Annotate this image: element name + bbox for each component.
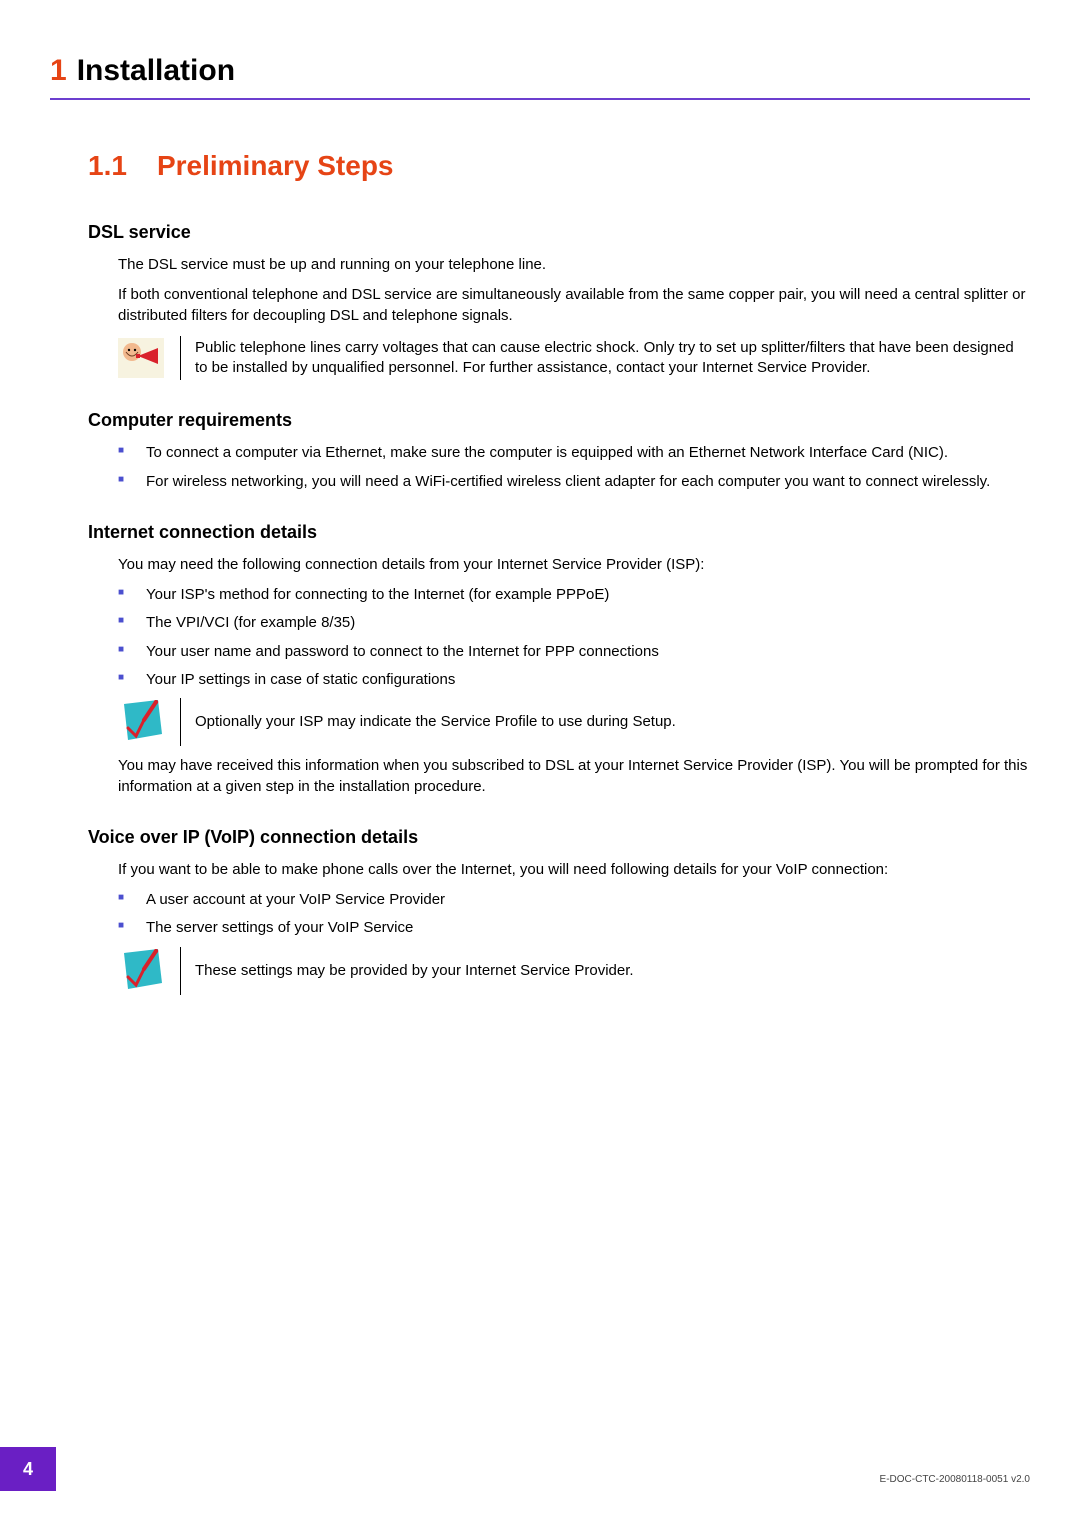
checkmark-icon [118, 698, 180, 742]
internet-bullets: Your ISP's method for connecting to the … [118, 585, 1030, 690]
chapter-header: 1 Installation [50, 54, 1030, 100]
subheading-dsl: DSL service [88, 222, 1030, 243]
page-number-tab: 4 [0, 1447, 56, 1491]
internet-intro: You may need the following connection de… [118, 555, 1030, 575]
voip-intro: If you want to be able to make phone cal… [118, 860, 1030, 880]
subsection-computer: Computer requirements To connect a compu… [88, 410, 1030, 492]
checkmark-icon [118, 947, 180, 991]
page-footer: 4 E-DOC-CTC-20080118-0051 v2.0 [0, 1447, 1080, 1491]
list-item: For wireless networking, you will need a… [118, 472, 1030, 492]
chapter-title: Installation [77, 54, 235, 88]
section-number: 1.1 [88, 150, 127, 182]
warning-note: Public telephone lines carry voltages th… [118, 336, 1030, 381]
subheading-voip: Voice over IP (VoIP) connection details [88, 827, 1030, 848]
section-title: Preliminary Steps [157, 150, 394, 182]
document-id: E-DOC-CTC-20080118-0051 v2.0 [880, 1474, 1030, 1491]
warning-text: Public telephone lines carry voltages th… [195, 336, 1030, 381]
tip-text: These settings may be provided by your I… [195, 947, 1030, 995]
list-item: Your user name and password to connect t… [118, 642, 1030, 662]
section-header: 1.1 Preliminary Steps [88, 150, 1030, 182]
voip-bullets: A user account at your VoIP Service Prov… [118, 890, 1030, 939]
subsection-dsl: DSL service The DSL service must be up a… [88, 222, 1030, 380]
internet-outro: You may have received this information w… [118, 756, 1030, 797]
list-item: The VPI/VCI (for example 8/35) [118, 613, 1030, 633]
page-number: 4 [23, 1459, 33, 1480]
warning-icon [118, 336, 180, 378]
subsection-internet: Internet connection details You may need… [88, 522, 1030, 797]
list-item: Your ISP's method for connecting to the … [118, 585, 1030, 605]
dsl-paragraph-1: The DSL service must be up and running o… [118, 255, 1030, 275]
chapter-number: 1 [50, 54, 67, 88]
tip-note-internet: Optionally your ISP may indicate the Ser… [118, 698, 1030, 746]
subsection-voip: Voice over IP (VoIP) connection details … [88, 827, 1030, 995]
subheading-internet: Internet connection details [88, 522, 1030, 543]
dsl-paragraph-2: If both conventional telephone and DSL s… [118, 285, 1030, 326]
list-item: The server settings of your VoIP Service [118, 918, 1030, 938]
list-item: Your IP settings in case of static confi… [118, 670, 1030, 690]
tip-note-voip: These settings may be provided by your I… [118, 947, 1030, 995]
computer-bullets: To connect a computer via Ethernet, make… [118, 443, 1030, 492]
list-item: To connect a computer via Ethernet, make… [118, 443, 1030, 463]
subheading-computer: Computer requirements [88, 410, 1030, 431]
tip-text: Optionally your ISP may indicate the Ser… [195, 698, 1030, 746]
list-item: A user account at your VoIP Service Prov… [118, 890, 1030, 910]
